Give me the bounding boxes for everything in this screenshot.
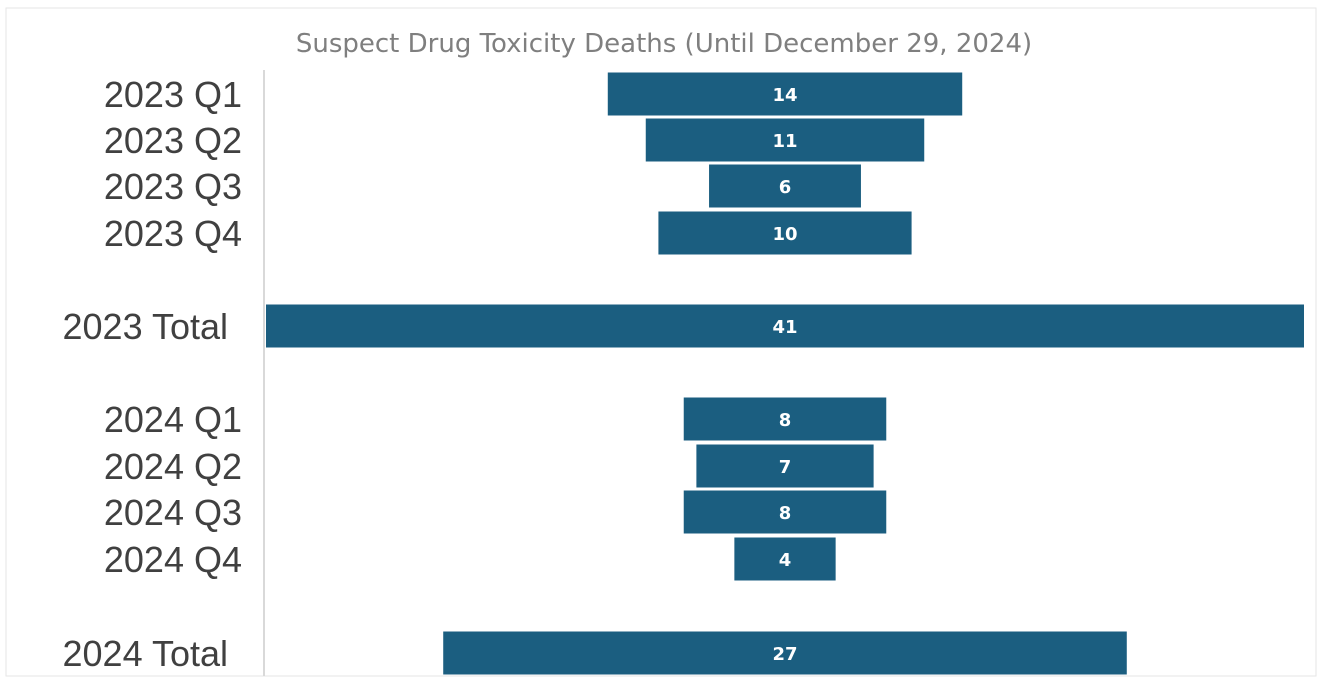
chart-border: [5, 7, 1317, 677]
value-label-2024-q3: 8: [779, 503, 792, 524]
bar-2023-q1: [607, 72, 963, 116]
category-label-2023-q3: 2023 Q3: [104, 166, 242, 207]
value-label-2024-total: 27: [772, 644, 797, 665]
category-label-2024-q1: 2024 Q1: [104, 399, 242, 440]
category-label-2023-total: 2023 Total: [63, 306, 228, 347]
bar-2024-q2: [696, 444, 874, 488]
value-label-2023-q1: 14: [772, 85, 797, 106]
category-label-2024-q4: 2024 Q4: [104, 539, 242, 580]
bar-2024-q3: [683, 490, 887, 534]
value-label-2023-q4: 10: [772, 224, 797, 245]
bar-2023-q4: [658, 211, 912, 255]
bars-layer: [266, 72, 1304, 675]
bar-2023-q2: [645, 118, 925, 162]
bar-2023-q3: [709, 164, 861, 208]
value-label-2023-q2: 11: [772, 131, 797, 152]
value-label-2024-q2: 7: [779, 457, 792, 478]
value-labels: 14 11 6 10 41 8 7 8 4 27: [772, 85, 797, 665]
category-labels: 2023 Q1 2023 Q2 2023 Q3 2023 Q4 2023 Total 20…: [63, 74, 242, 674]
bar-2024-q1: [683, 397, 887, 441]
value-label-2024-q4: 4: [779, 550, 792, 571]
bar-2024-q4: [734, 537, 836, 581]
value-label-2024-q1: 8: [779, 410, 792, 431]
value-label-2023-q3: 6: [779, 177, 792, 198]
category-label-2023-q2: 2023 Q2: [104, 120, 242, 161]
category-label-2024-total: 2024 Total: [63, 633, 228, 674]
bar-2024-total: [443, 631, 1127, 675]
category-label-2023-q4: 2023 Q4: [104, 213, 242, 254]
category-label-2023-q1: 2023 Q1: [104, 74, 242, 115]
category-label-2024-q3: 2024 Q3: [104, 492, 242, 533]
value-label-2023-total: 41: [772, 317, 797, 338]
category-label-2024-q2: 2024 Q2: [104, 446, 242, 487]
chart-title: Suspect Drug Toxicity Deaths (Until Dece…: [296, 29, 1032, 59]
bar-2023-total: [266, 304, 1304, 348]
